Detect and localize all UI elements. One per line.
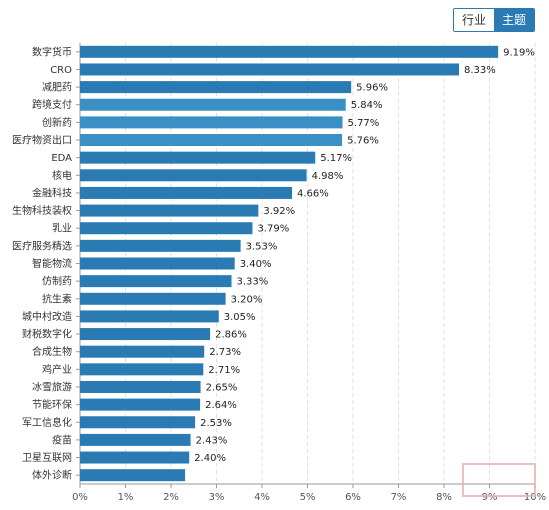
bar: [80, 433, 191, 446]
watermark-logo: [462, 463, 536, 497]
x-tick-label: 7%: [391, 492, 407, 503]
bar: [80, 81, 352, 94]
bar: [80, 363, 204, 376]
x-tick-label: 8%: [436, 492, 452, 503]
category-label: 数字货币: [32, 45, 72, 58]
value-label: 3.40%: [240, 259, 272, 270]
bar: [80, 469, 186, 482]
category-label: 生物科技装权: [12, 204, 72, 217]
industry-tab[interactable]: 行业: [454, 9, 494, 31]
bar: [80, 345, 205, 358]
bar: [80, 204, 259, 217]
category-label: 鸡产业: [42, 363, 72, 376]
bar: [80, 275, 232, 288]
category-label: 金融科技: [32, 186, 72, 199]
bar: [80, 380, 201, 393]
category-label: 抗生素: [42, 292, 72, 305]
category-label: 合成生物: [32, 345, 72, 358]
value-label: 5.84%: [351, 100, 383, 111]
x-tick-label: 1%: [118, 492, 134, 503]
bar: [80, 186, 293, 199]
category-label: 军工信息化: [22, 416, 72, 429]
view-toggle: 行业 主题: [453, 8, 535, 32]
value-label: 5.96%: [356, 83, 388, 94]
value-label: 3.05%: [224, 312, 256, 323]
value-label: 9.19%: [503, 47, 535, 58]
category-label: 医疗服务精选: [12, 239, 72, 252]
bar: [80, 416, 196, 429]
value-label: 2.64%: [205, 400, 237, 411]
category-label: 财税数字化: [22, 328, 72, 341]
x-tick-label: 0%: [72, 492, 88, 503]
value-label: 2.40%: [194, 453, 226, 464]
bar: [80, 45, 499, 58]
value-label: 3.20%: [231, 294, 263, 305]
category-label: 医疗物资出口: [12, 134, 72, 147]
x-tick-label: 9%: [482, 492, 498, 503]
category-label: 乳业: [52, 222, 72, 235]
category-label: 卫星互联网: [22, 452, 72, 464]
category-label: 疫苗: [52, 433, 72, 446]
category-label: 冰雪旅游: [32, 380, 72, 393]
value-label: 3.79%: [257, 224, 289, 235]
category-label: 跨境支付: [32, 98, 72, 111]
bar: [80, 169, 307, 182]
value-label: 2.71%: [208, 365, 240, 376]
x-tick-label: 3%: [209, 492, 225, 503]
value-label: 4.98%: [312, 171, 344, 182]
value-label: 4.66%: [297, 188, 329, 199]
value-label: 2.73%: [209, 347, 241, 358]
bar: [80, 98, 346, 111]
value-label: 8.33%: [464, 65, 496, 76]
value-label: 2.53%: [200, 418, 232, 429]
value-label: 3.33%: [237, 277, 269, 288]
bar: [80, 63, 460, 76]
category-label: 节能环保: [32, 398, 72, 411]
value-label: 3.53%: [246, 241, 278, 252]
bar: [80, 257, 235, 270]
value-label: 5.77%: [348, 118, 380, 129]
value-label: 5.76%: [347, 136, 379, 147]
bar: [80, 151, 316, 164]
bar: [80, 116, 343, 129]
category-label: 体外诊断: [32, 469, 72, 482]
value-label: 5.17%: [320, 153, 352, 164]
category-label: 创新药: [42, 116, 72, 129]
category-label: 减肥药: [42, 82, 72, 94]
category-label: 核电: [52, 169, 72, 182]
x-tick-label: 6%: [345, 492, 361, 503]
x-tick-label: 4%: [254, 492, 270, 503]
bar: [80, 292, 226, 305]
x-tick-label: 2%: [163, 492, 179, 503]
x-tick-label: 5%: [300, 492, 316, 503]
category-label: 智能物流: [32, 257, 72, 270]
category-label: 仿制药: [42, 275, 72, 288]
bar: [80, 398, 201, 411]
bar: [80, 134, 343, 147]
bar: [80, 239, 241, 252]
bar: [80, 328, 211, 341]
bar: [80, 310, 219, 323]
value-label: 2.43%: [196, 435, 228, 446]
category-label: CRO: [50, 65, 72, 76]
value-label: 3.92%: [263, 206, 295, 217]
category-label: 城中村改造: [22, 310, 72, 323]
bar: [80, 222, 253, 235]
bar: [80, 451, 190, 464]
value-label: 2.65%: [206, 382, 238, 393]
theme-tab[interactable]: 主题: [494, 9, 534, 31]
value-label: 2.86%: [215, 330, 247, 341]
category-label: EDA: [51, 153, 72, 164]
x-tick-label: 10%: [524, 492, 546, 503]
